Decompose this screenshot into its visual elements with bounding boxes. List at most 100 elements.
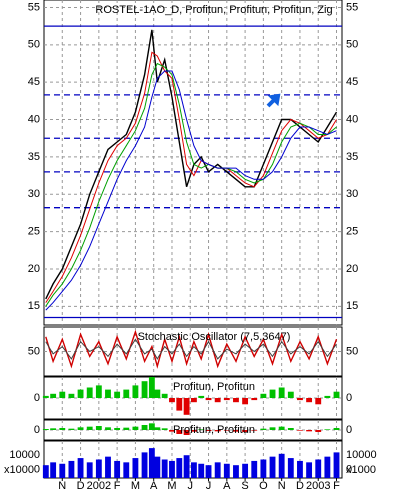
- bar: [86, 426, 93, 430]
- y-tick-label-right: 0: [346, 463, 352, 475]
- bar: [183, 430, 190, 435]
- bar: [77, 458, 84, 478]
- bar: [287, 428, 294, 430]
- bar: [278, 453, 285, 478]
- y-tick-label-right: 50: [346, 345, 358, 357]
- series-line: [45, 29, 338, 300]
- x-tick-label: 2002: [87, 480, 111, 492]
- bar: [68, 460, 75, 478]
- bar: [190, 462, 197, 478]
- bar: [306, 398, 313, 403]
- unit-label-right: x1000: [346, 464, 376, 476]
- bar: [105, 456, 111, 478]
- series-line: [45, 51, 337, 303]
- x-tick-label: S: [241, 480, 248, 492]
- bar: [223, 430, 230, 431]
- bar: [278, 387, 285, 398]
- bar: [105, 389, 111, 398]
- bar: [68, 428, 75, 430]
- bar: [251, 398, 258, 401]
- y-tick-label: 0: [34, 392, 40, 404]
- bar: [114, 460, 121, 478]
- bar: [324, 429, 331, 430]
- bar: [123, 462, 130, 478]
- x-tick-label: D: [77, 480, 85, 492]
- bar: [315, 459, 322, 478]
- x-tick-label: A: [150, 480, 158, 492]
- bar: [148, 448, 155, 478]
- bar: [141, 452, 148, 478]
- bar: [50, 428, 57, 430]
- bar: [161, 393, 168, 398]
- y-tick-label: 0: [34, 463, 40, 475]
- panel-title: Profitun, Profitun: [173, 424, 255, 436]
- bar: [223, 463, 230, 478]
- x-tick-label: M: [167, 480, 176, 492]
- panel-frame: [43, 0, 343, 326]
- bar: [141, 425, 148, 430]
- bar: [95, 385, 102, 398]
- bar: [233, 430, 239, 432]
- bar: [42, 465, 49, 478]
- bar: [233, 465, 239, 478]
- bar: [260, 459, 267, 478]
- bar: [315, 430, 322, 432]
- y-tick-label: 25: [28, 226, 40, 238]
- arrow-annotation: [266, 93, 281, 108]
- bar: [59, 463, 66, 478]
- panel-title: Stochastic Oscillator (7,5,3647): [138, 331, 291, 343]
- y-tick-label: 30: [28, 188, 40, 200]
- x-tick-label: J: [206, 480, 212, 492]
- bar: [161, 428, 168, 430]
- bar: [269, 389, 276, 398]
- bar: [287, 458, 294, 478]
- y-tick-label: 50: [28, 345, 40, 357]
- bar: [306, 462, 313, 478]
- y-tick-label-right: 30: [346, 188, 358, 200]
- bar: [198, 463, 205, 478]
- bar: [176, 430, 183, 434]
- bar: [297, 460, 303, 478]
- bar: [260, 428, 267, 430]
- bar: [50, 393, 57, 398]
- series-line: [45, 329, 338, 369]
- bar: [114, 391, 121, 398]
- bar: [306, 430, 313, 432]
- y-tick-label: 20: [28, 263, 40, 275]
- bar: [77, 427, 84, 430]
- y-tick-label: 10000: [9, 449, 40, 461]
- bar: [154, 427, 161, 430]
- panel-title: Profitun, Profitun: [173, 381, 255, 393]
- bar: [269, 427, 276, 430]
- x-tick-label: N: [58, 480, 66, 492]
- bar: [154, 456, 161, 478]
- bar: [287, 391, 294, 398]
- bar: [132, 385, 139, 398]
- y-tick-label-right: 35: [346, 151, 358, 163]
- bar: [154, 389, 161, 398]
- y-tick-label: 45: [28, 76, 40, 88]
- bar: [77, 389, 84, 398]
- bar: [50, 462, 57, 478]
- bar: [95, 459, 102, 478]
- bar: [183, 455, 190, 478]
- y-tick-label: 0: [34, 424, 40, 436]
- bar: [324, 395, 331, 398]
- unit-label: x1000: [4, 464, 34, 476]
- bar: [86, 387, 93, 398]
- bar: [123, 389, 130, 398]
- bar: [190, 398, 197, 403]
- bar: [198, 395, 205, 398]
- bar: [68, 393, 75, 398]
- bar: [169, 430, 175, 432]
- bar: [141, 381, 148, 398]
- y-tick-label-right: 10000: [346, 449, 377, 461]
- series-line: [45, 338, 337, 360]
- bar: [315, 398, 322, 405]
- bar: [198, 429, 205, 430]
- y-tick-label-right: 40: [346, 113, 358, 125]
- bar: [95, 426, 102, 430]
- y-tick-label-right: 0: [346, 392, 352, 404]
- x-tick-label: M: [131, 480, 140, 492]
